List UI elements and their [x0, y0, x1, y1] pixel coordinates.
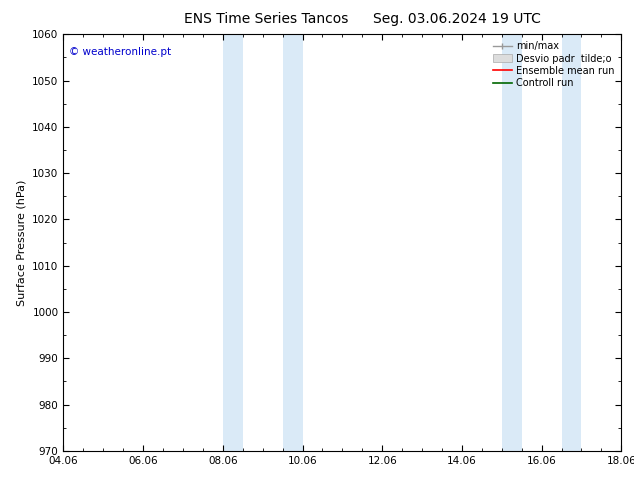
Bar [223, 34, 243, 451]
Legend: min/max, Desvio padr  tilde;o, Ensemble mean run, Controll run: min/max, Desvio padr tilde;o, Ensemble m… [491, 39, 616, 90]
Text: ENS Time Series Tancos: ENS Time Series Tancos [184, 12, 349, 26]
Text: Seg. 03.06.2024 19 UTC: Seg. 03.06.2024 19 UTC [373, 12, 540, 26]
Bar [501, 34, 522, 451]
Y-axis label: Surface Pressure (hPa): Surface Pressure (hPa) [16, 179, 27, 306]
Bar [562, 34, 581, 451]
Bar [283, 34, 302, 451]
Text: © weatheronline.pt: © weatheronline.pt [69, 47, 171, 57]
